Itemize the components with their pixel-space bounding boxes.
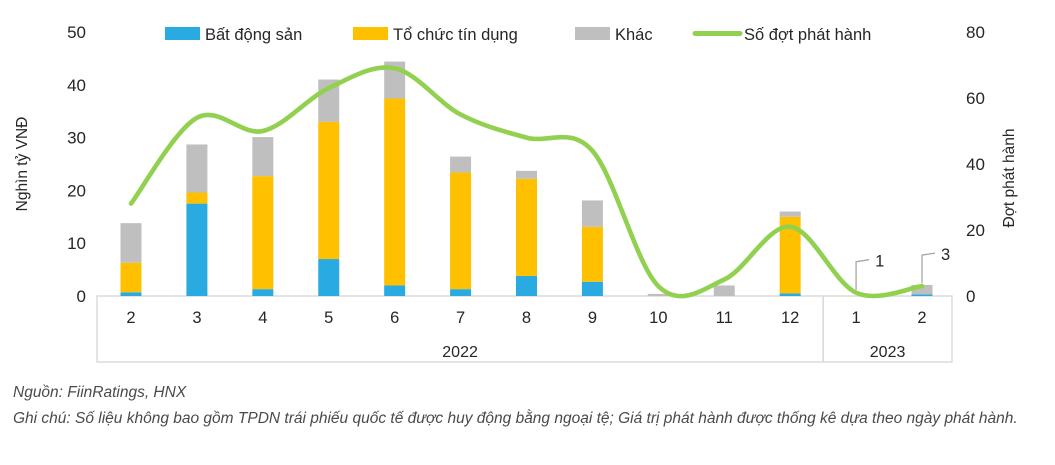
x-tick-month: 11 (716, 309, 733, 327)
bar-segment (252, 176, 274, 290)
right-axis-tick: 80 (966, 23, 985, 42)
legend-item: Tổ chức tín dụng (353, 26, 518, 44)
x-tick-month: 7 (456, 309, 465, 327)
legend-item: Số đợt phát hành (692, 26, 871, 44)
bar-segment (779, 216, 801, 294)
bar-segment (450, 156, 472, 173)
chart-footnotes: Nguồn: FiinRatings, HNX Ghi chú: Số liệu… (13, 380, 1028, 432)
source-note: Nguồn: FiinRatings, HNX (13, 384, 187, 401)
bar-segment (516, 178, 537, 276)
annotation-leader-line (921, 252, 936, 284)
bar-segment (120, 292, 142, 296)
left-axis-title: Nghìn tỷ VNĐ (14, 117, 31, 212)
legend-label: Khác (615, 26, 653, 44)
x-group-2023: 2023 (870, 344, 906, 361)
right-axis-title: Đợt phát hành (1001, 129, 1018, 228)
right-axis-tick: 60 (966, 89, 985, 108)
x-tick-month: 12 (781, 309, 799, 327)
x-tick-month: 10 (649, 309, 667, 327)
bar-segment (779, 211, 801, 217)
bar-segment (713, 285, 735, 296)
left-axis-tick: 30 (67, 129, 86, 148)
bar-segment (779, 293, 801, 296)
legend-item: Khác (575, 26, 653, 44)
right-axis-tick: 20 (966, 221, 985, 240)
legend-bar-swatch (575, 27, 610, 40)
x-tick-month: 3 (192, 309, 201, 327)
y-axes: 0 10 20 30 40 50 0 20 40 60 80 Nghìn tỷ VNĐ Đợt phát… (14, 23, 1018, 306)
bar-segment (911, 294, 933, 296)
methodology-note: Ghi chú: Số liệu không bao gồm TPDN trái… (13, 410, 1018, 427)
bar-segment (252, 289, 274, 296)
bar-segment (450, 289, 472, 296)
x-group-2022: 2022 (442, 344, 478, 361)
x-tick-month: 1 (851, 309, 860, 327)
bar-segment (647, 293, 669, 296)
x-tick-month: 9 (588, 309, 597, 327)
bar-segment (252, 137, 274, 177)
bar-segment (384, 98, 406, 286)
x-tick-month: 2 (917, 309, 926, 327)
legend-bar-swatch (165, 27, 200, 40)
left-axis-tick: 10 (67, 234, 86, 253)
annotation-leader-line (855, 259, 870, 290)
left-axis-tick: 40 (67, 76, 86, 95)
x-tick-month: 4 (258, 309, 267, 327)
bar-segment (450, 172, 472, 290)
left-axis-tick: 0 (77, 287, 86, 306)
x-tick-month: 8 (522, 309, 531, 327)
annotation-value: 1 (875, 253, 884, 271)
bar-segment (581, 281, 603, 296)
bar-segment (516, 275, 537, 296)
bar-segment (186, 192, 208, 204)
bar-segment (516, 170, 537, 179)
issuance-count-line (128, 65, 925, 299)
right-axis-tick: 0 (966, 287, 975, 306)
bar-segment (581, 226, 603, 282)
x-tick-month: 2 (126, 309, 135, 327)
bar-segment (186, 203, 208, 296)
stacked-bars (120, 61, 933, 296)
right-axis-tick: 40 (966, 155, 985, 174)
x-tick-month: 6 (390, 309, 399, 327)
legend-label: Số đợt phát hành (744, 26, 871, 44)
legend-label: Tổ chức tín dụng (393, 26, 518, 44)
left-axis-tick: 50 (67, 23, 86, 42)
legend-item: Bất động sản (165, 26, 302, 44)
annotation-value: 3 (941, 246, 950, 264)
left-axis-tick: 20 (67, 181, 86, 200)
bar-segment (120, 262, 142, 293)
legend: Bất động sản Tổ chức tín dụng Khác Số đợt p… (165, 26, 871, 44)
bar-segment (318, 259, 340, 296)
bar-segment (120, 223, 142, 263)
legend-bar-swatch (353, 27, 388, 40)
bar-segment (318, 121, 340, 260)
x-tick-month: 5 (324, 309, 333, 327)
chart-svg: Bất động sản Tổ chức tín dụng Khác Số đợt p… (14, 23, 1018, 363)
bar-segment (581, 200, 603, 227)
legend-label: Bất động sản (205, 26, 302, 44)
bar-segment (186, 144, 208, 193)
bar-segment (384, 285, 406, 296)
bar-segment (911, 284, 933, 295)
